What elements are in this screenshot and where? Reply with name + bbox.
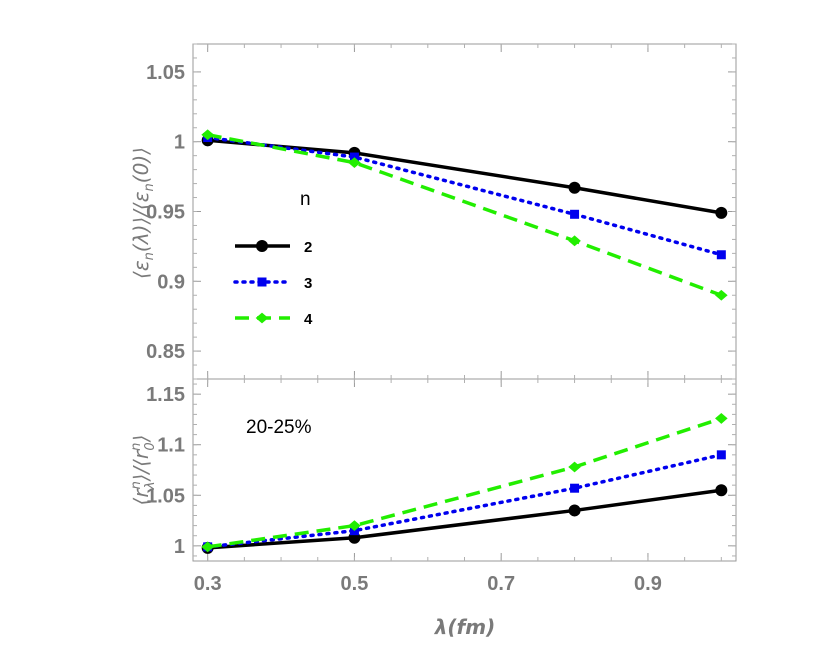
top-series-line-n4 bbox=[207, 133, 722, 297]
bottom-panel-series bbox=[201, 413, 728, 554]
bottom-point-n2 bbox=[568, 504, 581, 517]
xtick-label: 0.7 bbox=[487, 573, 515, 595]
legend-marker-n4 bbox=[255, 312, 269, 324]
bottom-ytick-label: 1.1 bbox=[157, 435, 185, 457]
legend-title: n bbox=[300, 189, 311, 210]
xtick-label: 0.5 bbox=[341, 573, 369, 595]
bottom-point-n4 bbox=[201, 541, 214, 553]
xtick-label: 0.9 bbox=[634, 573, 662, 595]
centrality-annotation: 20-25% bbox=[246, 417, 312, 438]
bottom-point-n3 bbox=[716, 450, 726, 460]
top-point-n2 bbox=[715, 206, 728, 219]
bottom-panel-frame bbox=[192, 378, 737, 562]
bottom-point-n4 bbox=[348, 520, 361, 532]
bottom-ytick-label: 1 bbox=[174, 536, 185, 558]
bottom-series-line-n4 bbox=[207, 416, 722, 549]
top-point-n3 bbox=[716, 250, 726, 260]
top-y-axis-title: ⟨εn(λ)⟩/⟨εn(0)⟩ bbox=[129, 147, 157, 279]
bottom-series-line-n2 bbox=[207, 488, 722, 550]
bottom-panel-ticks: 1 1.05 1.1 1.15 0.3 0.5 0.7 0.9 bbox=[146, 379, 736, 595]
bottom-y-axis-title: ⟨rnλ⟩/⟨rn0⟩ bbox=[129, 435, 158, 506]
top-point-n4 bbox=[715, 289, 728, 301]
top-point-n4 bbox=[348, 157, 361, 169]
top-ytick-label: 0.95 bbox=[146, 202, 185, 224]
top-panel-frame bbox=[192, 43, 737, 380]
legend-label-n2: 2 bbox=[304, 239, 312, 256]
top-point-n2 bbox=[568, 181, 581, 194]
top-ytick-label: 0.9 bbox=[157, 271, 185, 293]
legend-marker-n3 bbox=[257, 277, 267, 287]
top-point-n3 bbox=[349, 152, 359, 162]
bottom-point-n4 bbox=[568, 461, 581, 473]
x-axis-title: λ(fm) bbox=[434, 615, 495, 639]
legend: n 2 3 4 bbox=[233, 189, 313, 328]
top-point-n4 bbox=[201, 129, 214, 141]
top-ytick-label: 1 bbox=[174, 132, 185, 154]
top-ytick-label: 1.05 bbox=[146, 62, 185, 84]
top-ytick-label: 0.85 bbox=[146, 341, 185, 363]
legend-marker-n2 bbox=[256, 240, 268, 252]
bottom-point-n4 bbox=[715, 413, 728, 424]
bottom-series-line-n3 bbox=[205, 453, 724, 549]
top-point-n3 bbox=[570, 209, 580, 219]
legend-label-n4: 4 bbox=[304, 311, 313, 328]
top-panel-ticks: 0.85 0.9 0.95 1 1.05 bbox=[146, 43, 736, 380]
top-series-line-n3 bbox=[205, 135, 724, 257]
xtick-label: 0.3 bbox=[194, 573, 222, 595]
legend-label-n3: 3 bbox=[304, 275, 312, 292]
bottom-ytick-label: 1.15 bbox=[146, 384, 185, 406]
top-panel-series bbox=[201, 129, 728, 301]
bottom-point-n2 bbox=[715, 484, 728, 497]
bottom-point-n3 bbox=[570, 483, 580, 493]
top-point-n4 bbox=[568, 235, 581, 247]
bottom-ytick-label: 1.05 bbox=[146, 485, 185, 507]
